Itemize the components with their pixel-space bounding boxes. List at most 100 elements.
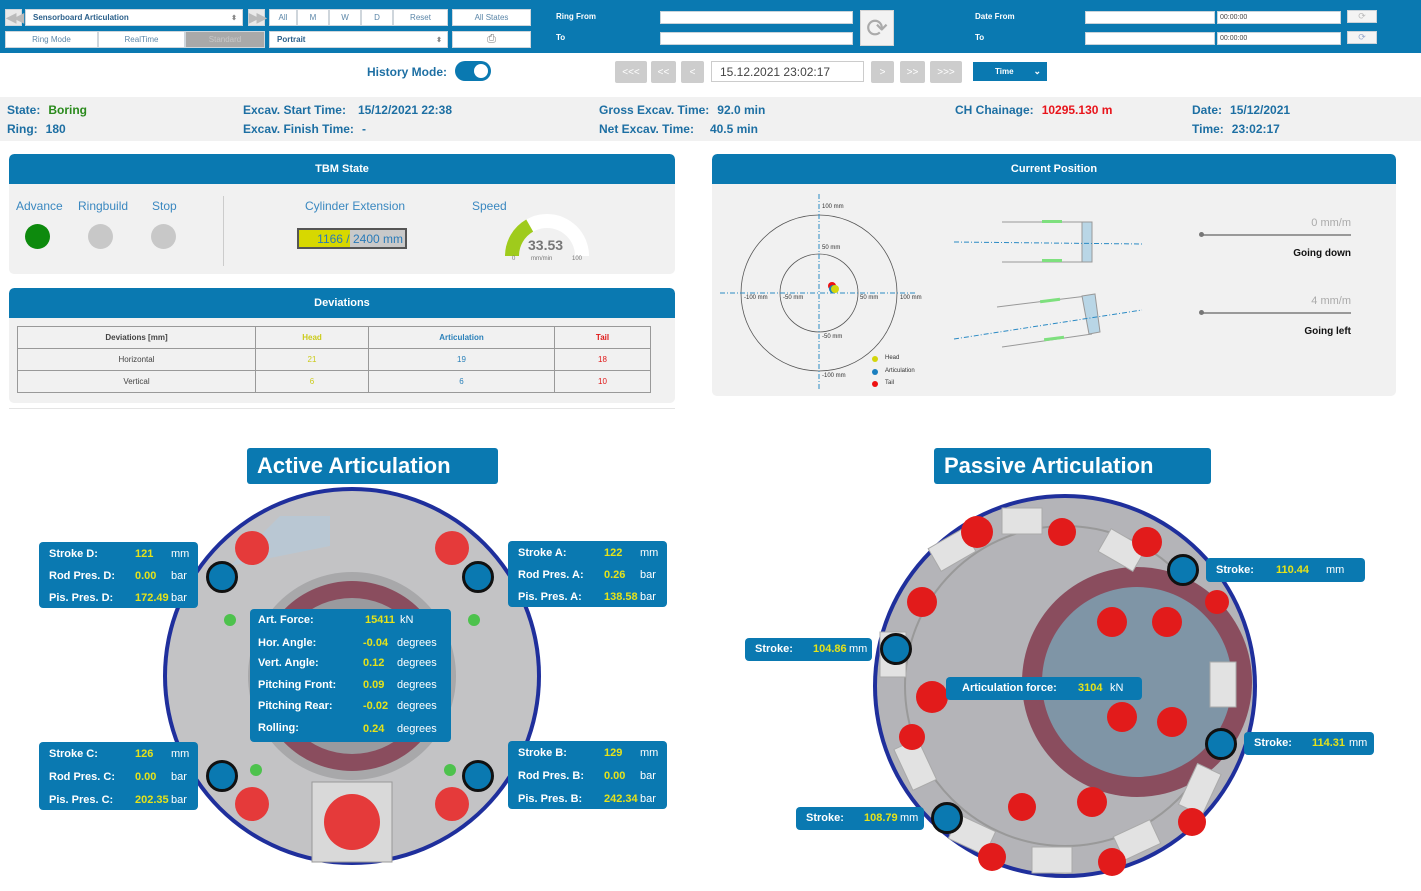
hor-angle-label: Hor. Angle: — [258, 637, 317, 649]
table-row: Horizontal 21 19 18 — [17, 348, 651, 371]
row-label: Horizontal — [17, 348, 256, 371]
deviations-title: Deviations — [9, 288, 675, 318]
speed-value: 33.53 — [528, 237, 564, 253]
ring-to-input[interactable] — [660, 32, 853, 45]
stroke-marker-left — [880, 633, 912, 665]
date-to-picker-button[interactable]: ⟳ — [1347, 31, 1377, 44]
refresh-button[interactable]: ⟳ — [860, 10, 894, 46]
rod-pressure-value: 0.00 — [135, 570, 157, 582]
stroke-unit: mm — [640, 747, 659, 759]
nav-back-large-button[interactable]: <<< — [615, 61, 647, 83]
cylinder-d-marker — [206, 561, 238, 593]
stroke-value: 104.86 — [813, 643, 847, 655]
stroke-label: Stroke B: — [518, 747, 567, 759]
tbm-state-panel: TBM State Advance Ringbuild Stop Cylinde… — [9, 154, 675, 274]
nav-forward-large-button[interactable]: >>> — [930, 61, 962, 83]
stroke-unit: mm — [900, 812, 919, 824]
table-header-row: Deviations [mm] Head Articulation Tail — [17, 326, 651, 349]
next-view-button[interactable]: ▶▶ — [248, 9, 267, 26]
gauge-fill — [505, 219, 534, 256]
stroke-value: 121 — [135, 548, 154, 560]
vert-angle-label: Vert. Angle: — [258, 657, 319, 669]
period-all-button[interactable]: All — [269, 9, 297, 26]
start-time-value: 15/12/2021 22:38 — [357, 103, 453, 117]
tail-value: 18 — [554, 348, 651, 371]
stroke-label: Stroke: — [1216, 564, 1254, 576]
time-to-input[interactable]: 00:00:00 — [1217, 32, 1341, 45]
nav-back-medium-button[interactable]: << — [651, 61, 676, 83]
period-week-button[interactable]: W — [329, 9, 361, 26]
reset-button[interactable]: Reset — [393, 9, 448, 26]
cylinder-c-card: Stroke C: 126 mm Rod Pres. C: 0.00 bar P… — [39, 742, 198, 810]
stroke-marker-right — [1205, 728, 1237, 760]
legend-head-label: Head — [885, 355, 900, 361]
rod-pressure-value: 0.00 — [604, 770, 626, 782]
prev-view-button[interactable]: ◀◀ — [5, 9, 24, 26]
current-position-panel: Current Position 100 mm 50 mm -50 mm -10… — [712, 154, 1396, 396]
header-deviations: Deviations [mm] — [17, 326, 256, 349]
vertical-rate-line — [1199, 232, 1351, 237]
datetime-input[interactable]: 15.12.2021 23:02:17 — [711, 61, 864, 82]
date-from-picker-button[interactable]: ⟳ — [1347, 10, 1377, 23]
green-fitting — [250, 764, 262, 776]
rod-pressure-label: Rod Pres. C: — [49, 771, 116, 783]
net-time-info: Net Excav. Time: 40.5 min — [599, 122, 758, 136]
ring-label: Ring: — [7, 122, 38, 136]
screw-conveyor — [324, 794, 380, 850]
red-valve — [235, 531, 269, 565]
axis-label: 50 mm — [822, 245, 841, 251]
unit-select[interactable]: Time ⌄ — [973, 62, 1047, 81]
axis-label: 100 mm — [822, 204, 844, 210]
ring-from-input[interactable] — [660, 11, 853, 24]
rod-pressure-unit: bar — [640, 569, 656, 581]
cylinder-c-marker — [206, 760, 238, 792]
date-label: Date: — [1192, 103, 1223, 117]
gross-time-value: 92.0 min — [717, 103, 766, 117]
vertical-direction: Going down — [1293, 248, 1351, 259]
state-label: State: — [7, 103, 41, 117]
piston-pressure-label: Pis. Pres. A: — [518, 591, 582, 603]
realtime-button[interactable]: RealTime — [98, 31, 185, 48]
nav-back-small-button[interactable]: < — [681, 61, 704, 83]
stroke-unit: mm — [849, 643, 868, 655]
stroke-marker-top-right — [1167, 554, 1199, 586]
date-from-label: Date From — [975, 12, 1015, 21]
date-from-input[interactable] — [1085, 11, 1215, 24]
pad — [1097, 528, 1147, 572]
clock-icon: ⟳ — [1358, 32, 1366, 42]
ring-mode-button[interactable]: Ring Mode — [5, 31, 98, 48]
view-select[interactable]: Sensorboard Articulation ⬍ — [25, 9, 243, 26]
deviations-panel: Deviations Deviations [mm] Head Articula… — [9, 288, 675, 403]
stroke-unit: mm — [640, 547, 659, 559]
pitching-rear-value: -0.02 — [363, 700, 389, 712]
stroke-unit: mm — [1326, 564, 1345, 576]
thrust-pads — [879, 507, 1237, 874]
pitching-rear-unit: degrees — [397, 700, 437, 712]
history-mode-toggle[interactable] — [455, 61, 491, 81]
stroke-unit: mm — [171, 748, 190, 760]
gross-time-info: Gross Excav. Time: 92.0 min — [599, 103, 765, 117]
nav-forward-medium-button[interactable]: >> — [900, 61, 925, 83]
period-month-button[interactable]: M — [297, 9, 329, 26]
stroke-value: 108.79 — [864, 812, 898, 824]
print-button[interactable]: ⎙ — [452, 31, 531, 48]
nav-forward-small-button[interactable]: > — [871, 61, 894, 83]
piston-pressure-value: 242.34 — [604, 793, 638, 805]
vertical-profile — [953, 220, 1143, 263]
pitching-front-unit: degrees — [397, 679, 437, 691]
divider — [223, 196, 224, 266]
position-target — [720, 194, 917, 391]
date-to-input[interactable] — [1085, 32, 1215, 45]
standard-button[interactable]: Standard — [185, 31, 265, 48]
rod-pressure-label: Rod Pres. A: — [518, 569, 584, 581]
state-value: Boring — [48, 103, 88, 117]
orientation-select[interactable]: Portrait ⬍ — [269, 31, 448, 48]
time-from-input[interactable]: 00:00:00 — [1217, 11, 1341, 24]
all-states-button[interactable]: All States — [452, 9, 531, 26]
cylinder-d-card: Stroke D: 121 mm Rod Pres. D: 0.00 bar P… — [39, 542, 198, 608]
gauge-min: 0 — [512, 256, 516, 262]
axis-label: 50 mm — [860, 295, 879, 301]
stroke-label: Stroke: — [1254, 737, 1292, 749]
speed-unit: mm/min — [531, 256, 553, 262]
period-day-button[interactable]: D — [361, 9, 393, 26]
